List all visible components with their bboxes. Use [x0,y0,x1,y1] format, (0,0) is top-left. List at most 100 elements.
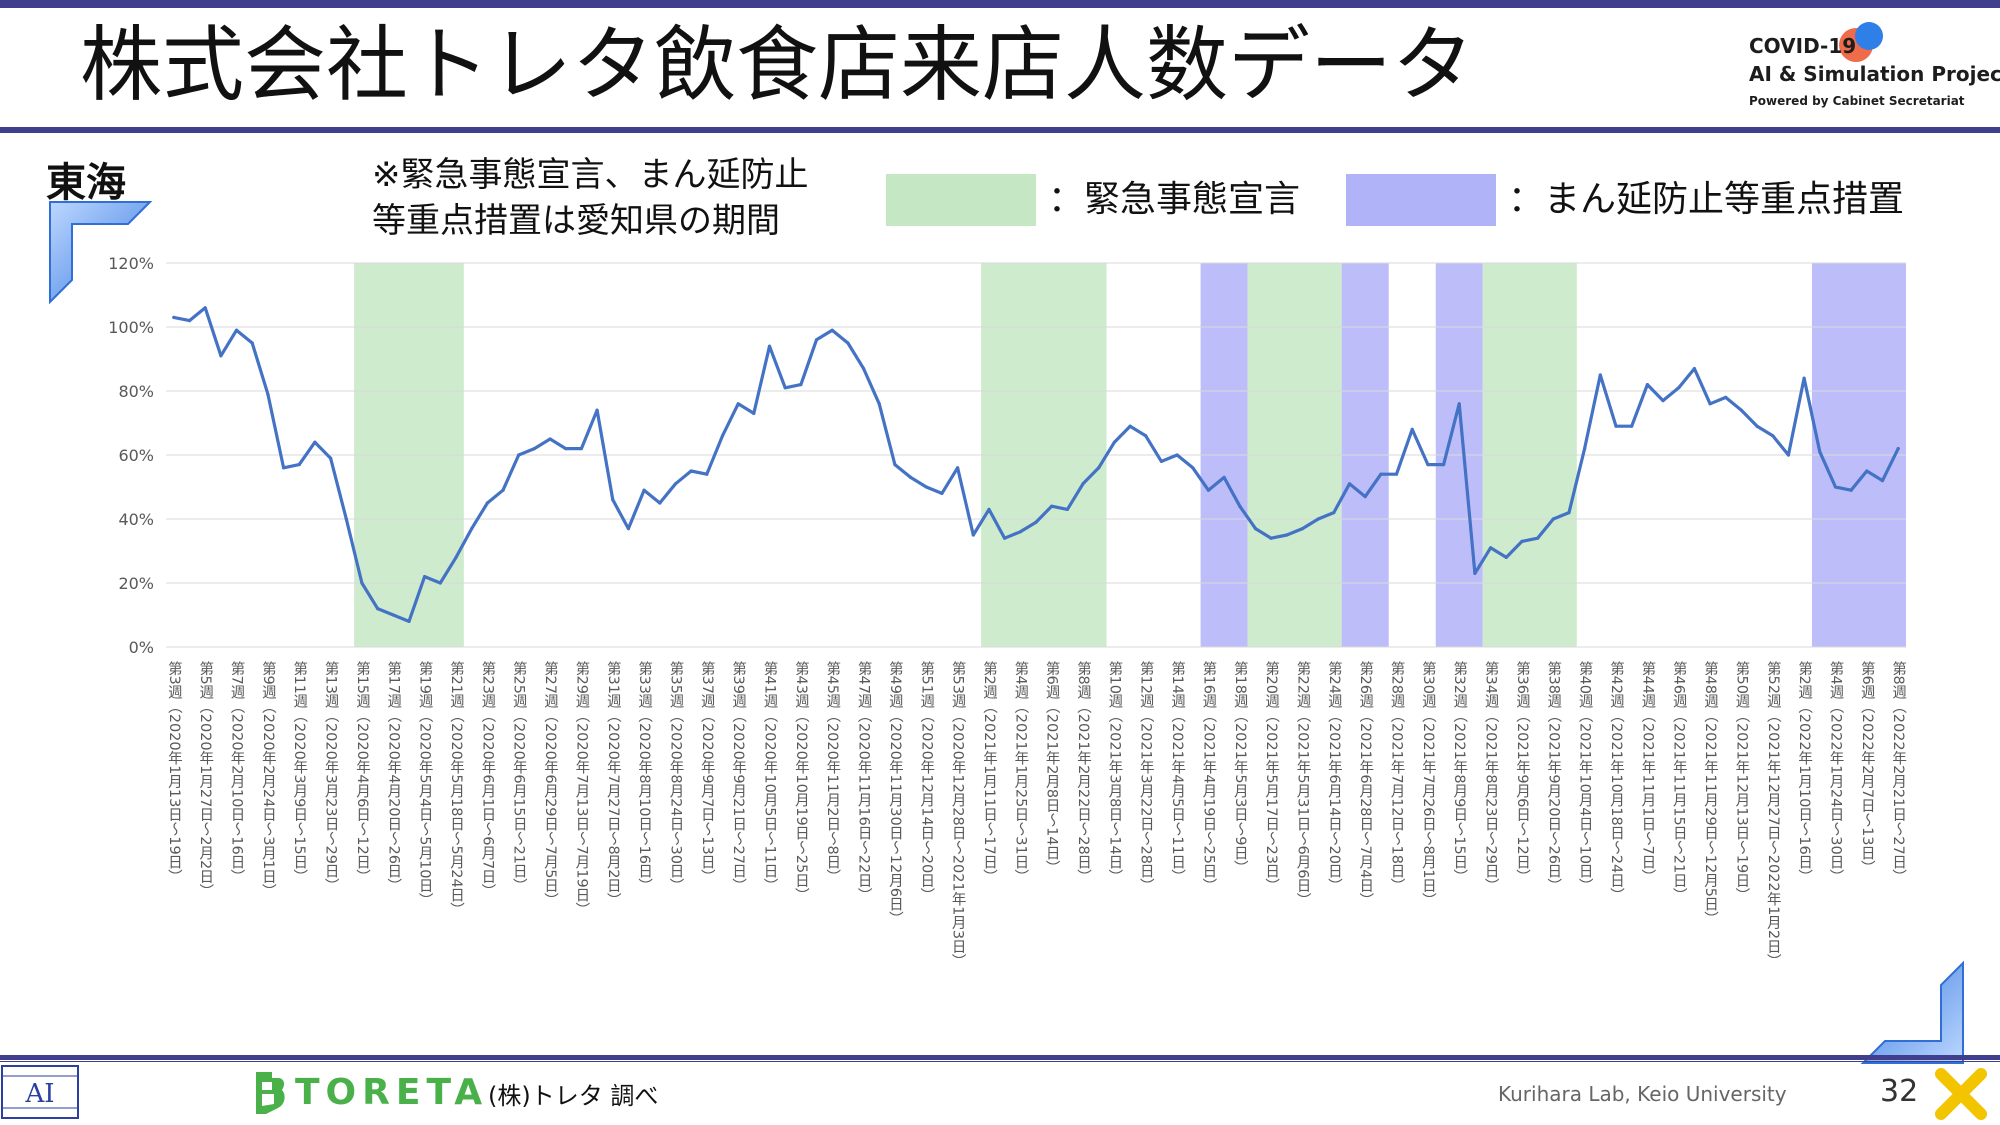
data-point [1316,517,1320,521]
data-point [1097,466,1101,470]
data-point [767,344,772,348]
x-tick-label: 第10週（2021年3月8日～14日） [1106,660,1122,884]
data-point [391,613,395,617]
data-point [1253,527,1258,531]
data-point [407,619,411,623]
data-point [187,319,192,323]
x-tick-label: 第2週（2022年1月10日～16日） [1796,660,1812,884]
data-point [689,469,693,473]
affiliation: Kurihara Lab, Keio University [1498,1082,1787,1106]
page-title: 株式会社トレタ飲食店来店人数データ [80,18,1475,113]
data-point [1300,527,1305,531]
data-point [783,386,787,390]
data-point [720,434,725,438]
x-tick-label: 第42週（2021年10月18日～24日） [1608,660,1624,902]
data-point [328,456,333,460]
data-point [517,453,521,457]
data-point [1410,427,1414,431]
data-point [485,501,489,505]
logo-line-3: Powered by Cabinet Secretariat [1749,94,1965,108]
data-point [172,315,176,319]
data-point [814,338,819,342]
x-tick-label: 第38週（2021年9月20日～26日） [1545,660,1561,893]
data-point [1677,386,1681,390]
data-point [1003,536,1007,540]
data-point [1363,495,1367,499]
data-point [908,475,913,479]
data-point [1833,485,1838,489]
x-tick-label: 第33週（2020年8月10日～16日） [636,660,652,893]
x-tick-label: 第46週（2021年11月15日～21日） [1671,660,1687,902]
x-tick-label: 第34週（2021年8月23日～29日） [1483,660,1499,893]
x-tick-label: 第45週（2020年11月2日～8日） [824,660,840,884]
data-point [501,488,505,492]
data-point [1692,367,1696,371]
data-point [234,328,239,332]
data-point [1238,504,1242,508]
legend-swatch-priority [1346,174,1496,226]
data-point [971,533,975,537]
x-tick-label: 第2週（2021年1月11日～17日） [981,660,997,884]
x-tick-label: 第20週（2021年5月17日～23日） [1263,660,1279,893]
legend-label-priority: ：まん延防止等重点措置 [1508,179,1905,220]
data-point [1755,424,1759,428]
data-point [1379,472,1383,476]
data-point [893,463,897,467]
data-point [470,527,474,531]
data-point [564,447,568,451]
data-point [1724,395,1728,399]
x-tick-label: 第22週（2021年5月31日～6月6日） [1294,660,1310,908]
x-tick-label: 第16週（2021年4月19日～25日） [1200,660,1216,893]
data-point [1128,424,1132,428]
x-tick-label: 第28週（2021年7月12日～18日） [1389,660,1405,893]
data-point [454,555,458,559]
y-tick-label: 60% [118,446,154,465]
x-tick-label: 第41週（2020年10月5日～11日） [762,660,778,893]
data-point [987,507,991,511]
logo-line-1: COVID-19 [1749,34,1857,58]
data-point [1175,453,1179,457]
data-point [830,328,834,332]
x-tick-label: 第23週（2020年6月1日～6月7日） [479,660,495,899]
data-point [658,501,662,505]
x-tick-label: 第27週（2020年6月29日～7月5日） [542,660,558,908]
x-tick-label: 第50週（2021年12月13日～19日） [1733,660,1749,902]
data-point [1536,536,1540,540]
page-number: 32 [1880,1074,1919,1109]
data-point [1034,520,1038,524]
data-point [877,402,881,406]
data-point [956,466,960,470]
x-tick-label: 第17週（2020年4月20日～26日） [385,660,401,893]
data-point [1849,488,1853,492]
data-point [1159,459,1164,463]
x-tick-label: 第44週（2021年11月1日～7日） [1639,660,1655,884]
data-point [626,527,631,531]
x-tick-label: 第13週（2020年3月23日～29日） [323,660,339,893]
x-tick-label: 第35週（2020年8月24日～30日） [667,660,683,893]
x-tick-label: 第37週（2020年9月7日～13日） [699,660,715,884]
data-point [250,341,254,345]
data-point [1880,479,1885,483]
x-tick-label: 第5週（2020年1月27日～2月2日） [197,660,213,899]
y-tick-label: 20% [118,574,154,593]
legend-swatch-emergency [886,174,1036,226]
data-point [924,485,928,489]
x-tick-label: 第6週（2022年2月7日～13日） [1859,660,1875,875]
header-rule [0,127,2000,133]
data-point [423,575,427,579]
data-point [1285,533,1289,537]
data-point [266,392,270,396]
data-point [1708,402,1712,406]
data-point [1065,507,1069,511]
x-tick-label: 第8週（2021年2月22日～28日） [1075,660,1091,884]
x-tick-label: 第53週（2020年12月28日～2021年1月3日） [950,660,966,968]
x-tick-label: 第47週（2020年11月16日～22日） [856,660,872,902]
data-point [548,437,552,441]
y-tick-label: 80% [118,382,154,401]
footer-rule-thin [0,1061,2000,1062]
data-point [579,447,584,451]
data-point [799,383,803,387]
data-point [1050,504,1054,508]
data-point [1269,536,1273,540]
x-tick-label: 第25週（2020年6月15日～21日） [511,660,527,893]
